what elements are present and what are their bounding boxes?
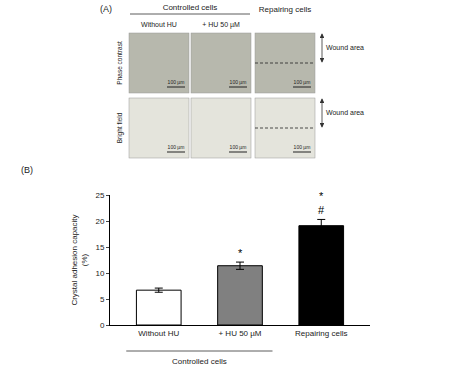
- svg-text:Controlled cells: Controlled cells: [163, 3, 218, 12]
- svg-text:+ HU 50 µM: + HU 50 µM: [202, 21, 240, 29]
- svg-text:5: 5: [100, 295, 105, 304]
- svg-text:(B): (B): [21, 165, 33, 175]
- svg-text:*#: *#: [318, 190, 325, 216]
- svg-text:+ HU 50 µM: + HU 50 µM: [218, 329, 261, 338]
- svg-text:Without HU: Without HU: [141, 21, 177, 28]
- svg-text:15: 15: [95, 243, 104, 252]
- svg-text:100 µm: 100 µm: [230, 79, 247, 85]
- svg-text:100 µm: 100 µm: [168, 144, 185, 150]
- svg-text:0: 0: [100, 321, 105, 330]
- svg-text:100 µm: 100 µm: [230, 144, 247, 150]
- svg-text:100 µm: 100 µm: [168, 79, 185, 85]
- svg-text:Phase contrast: Phase contrast: [116, 41, 123, 85]
- svg-text:Without HU: Without HU: [138, 329, 179, 338]
- svg-text:Wound area: Wound area: [326, 44, 364, 51]
- svg-text:20: 20: [95, 217, 104, 226]
- svg-text:Crystal adhesion capacity(%): Crystal adhesion capacity(%): [70, 214, 89, 305]
- svg-text:Repairing cells: Repairing cells: [259, 5, 311, 14]
- svg-text:Repairing cells: Repairing cells: [295, 329, 347, 338]
- svg-text:Controlled cells: Controlled cells: [172, 357, 227, 366]
- svg-text:100 µm: 100 µm: [294, 144, 311, 150]
- svg-text:*: *: [238, 247, 243, 259]
- svg-text:100 µm: 100 µm: [294, 79, 311, 85]
- svg-text:10: 10: [95, 269, 104, 278]
- svg-text:25: 25: [95, 191, 104, 200]
- svg-text:Wound area: Wound area: [326, 109, 364, 116]
- svg-text:Bright field: Bright field: [116, 112, 124, 143]
- svg-text:(A): (A): [100, 4, 112, 14]
